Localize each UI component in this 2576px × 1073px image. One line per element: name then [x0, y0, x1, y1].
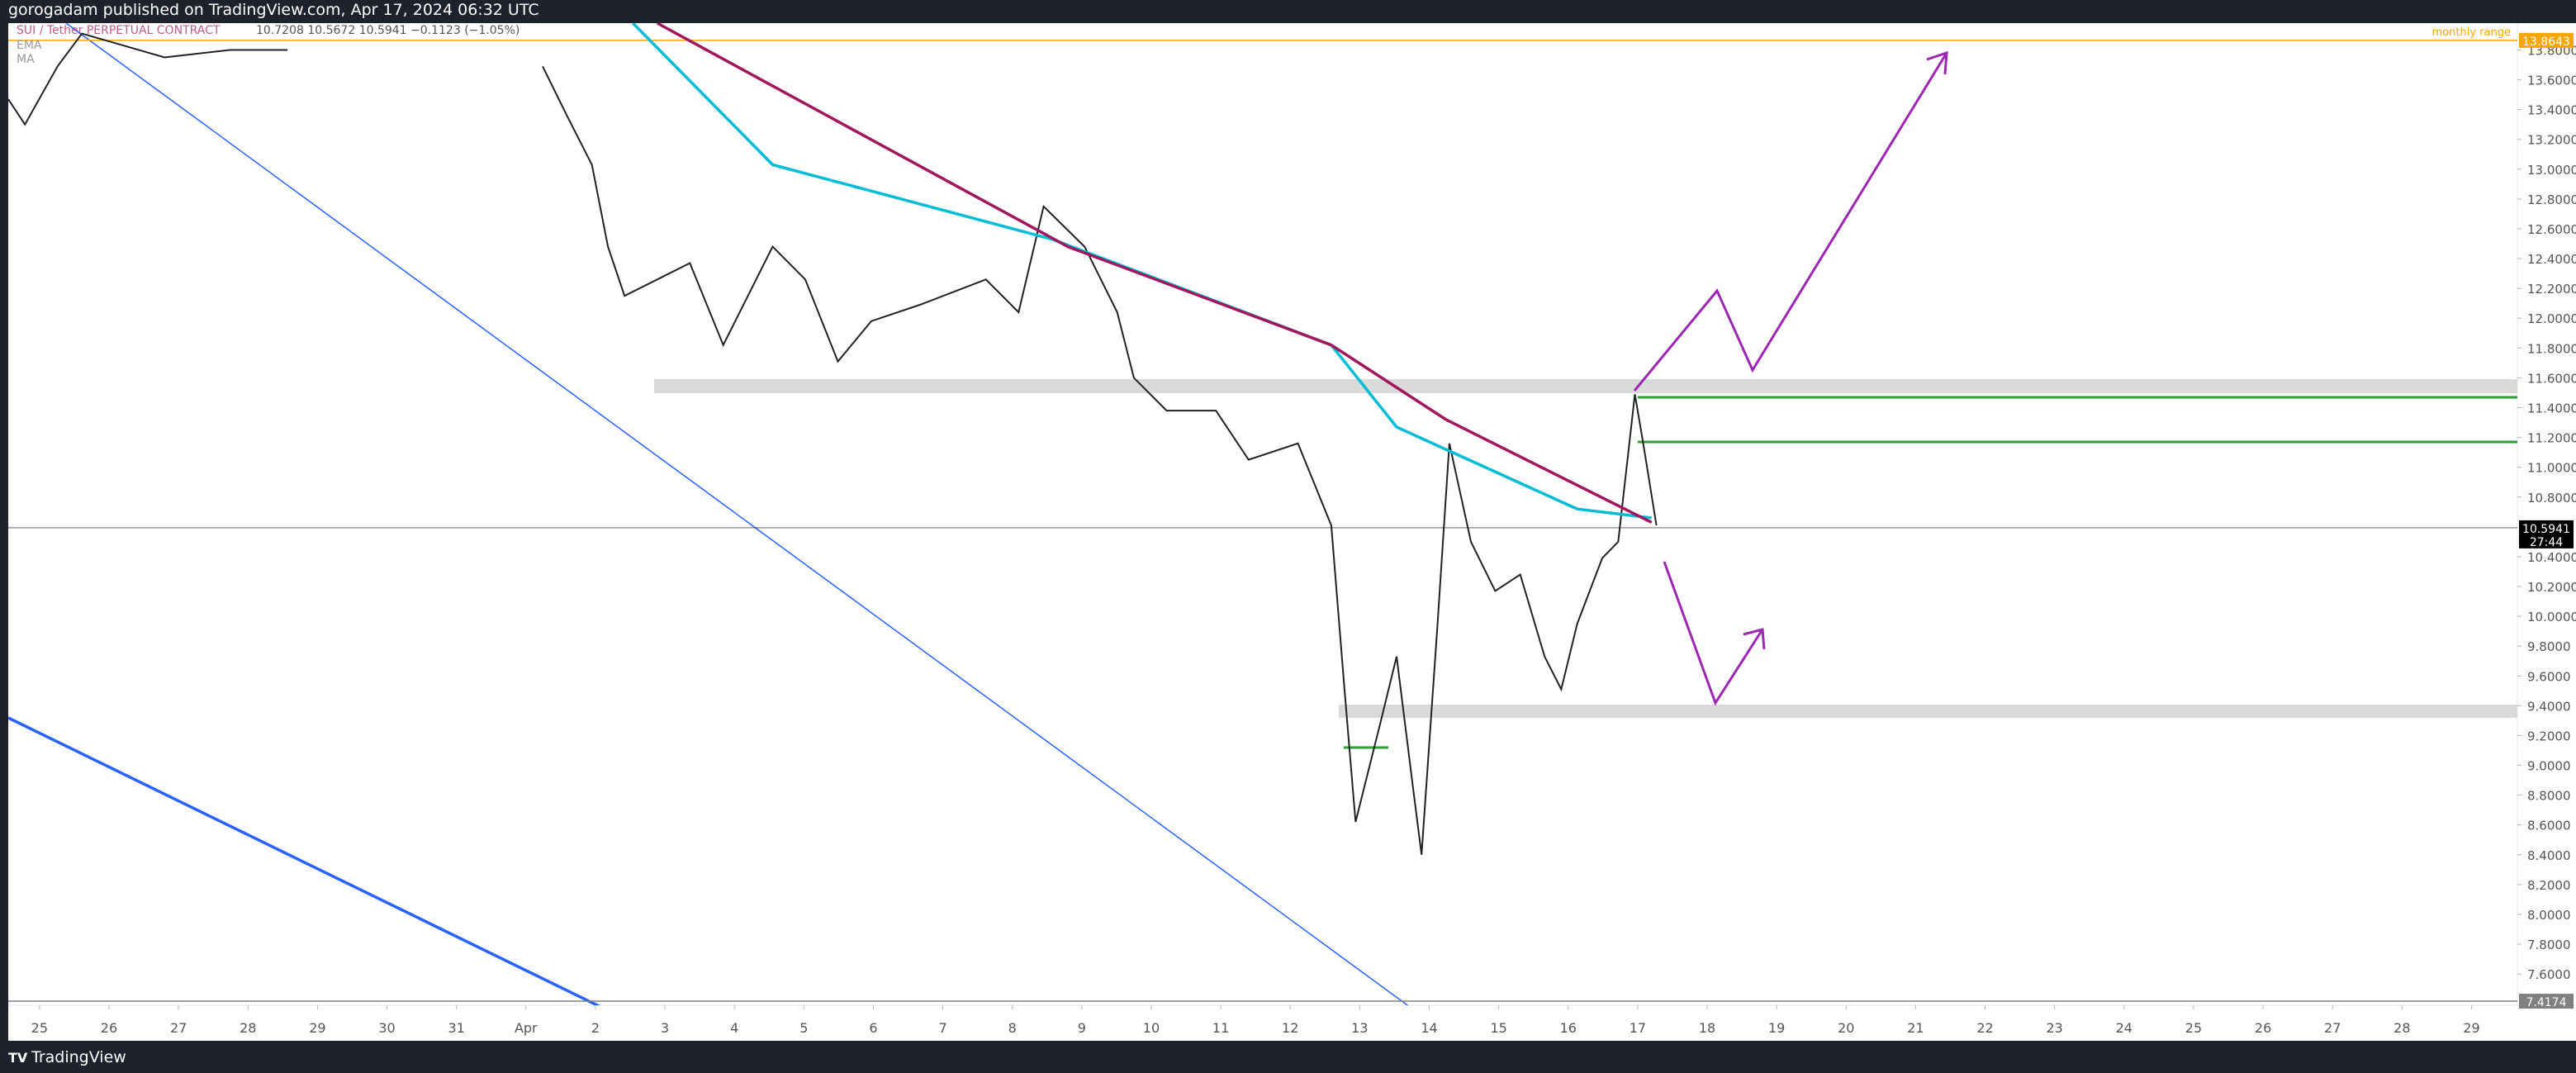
- y-tick-label: 10.2000: [2527, 580, 2576, 595]
- y-tick-label: 9.2000: [2527, 729, 2571, 743]
- countdown-label: 27:44: [2530, 536, 2563, 549]
- zone: [654, 379, 2517, 393]
- y-tick-label: 7.8000: [2527, 938, 2571, 952]
- y-tick-label: 11.8000: [2527, 341, 2576, 356]
- price-label: 13.8643: [2522, 36, 2570, 49]
- y-tick-label: 9.8000: [2527, 639, 2571, 654]
- zone: [1339, 705, 2517, 718]
- y-tick-label: 9.6000: [2527, 669, 2571, 684]
- x-tick-label: 6: [869, 1020, 877, 1036]
- x-tick-label: 25: [31, 1020, 48, 1036]
- symbol-label: SUI / Tether PERPETUAL CONTRACT: [17, 24, 221, 37]
- x-tick-label: 31: [448, 1020, 464, 1036]
- x-tick-label: 27: [2324, 1020, 2341, 1036]
- x-tick-label: 11: [1212, 1020, 1229, 1036]
- brand-logo: TV: [8, 1050, 28, 1066]
- y-tick-label: 13.2000: [2527, 133, 2576, 148]
- price-label-box: [2519, 32, 2574, 48]
- level-note: monthly range: [2432, 26, 2511, 39]
- x-tick-label: 20: [1838, 1020, 1854, 1036]
- x-tick-label: 16: [1560, 1020, 1577, 1036]
- x-tick-label: 17: [1630, 1020, 1646, 1036]
- y-tick-label: 13.6000: [2527, 74, 2576, 88]
- x-tick-label: 29: [2463, 1020, 2479, 1036]
- price-label-box: [2519, 520, 2574, 548]
- footer-bar: [0, 1041, 2576, 1073]
- y-tick-label: 10.8000: [2527, 491, 2576, 506]
- x-tick-label: 22: [1976, 1020, 1993, 1036]
- x-tick-label: 9: [1078, 1020, 1086, 1036]
- y-tick-label: 11.2000: [2527, 431, 2576, 446]
- price-label-box: [2519, 994, 2574, 1009]
- x-tick-label: 15: [1490, 1020, 1506, 1036]
- y-tick-label: 12.0000: [2527, 311, 2576, 326]
- y-tick-label: 11.0000: [2527, 461, 2576, 476]
- y-tick-label: 12.8000: [2527, 192, 2576, 207]
- arrow-head: [1926, 50, 1948, 75]
- ohlc-label: 10.7208 10.5672 10.5941 −0.1123 (−1.05%): [256, 24, 519, 37]
- x-tick-label: 30: [378, 1020, 395, 1036]
- x-tick-label: 28: [240, 1020, 256, 1036]
- x-tick-label: 10: [1143, 1020, 1160, 1036]
- y-tick-label: 12.4000: [2527, 252, 2576, 267]
- price-label: 10.5941: [2522, 523, 2570, 536]
- x-tick-label: 18: [1699, 1020, 1715, 1036]
- series-line: [8, 32, 288, 126]
- x-tick-label: 26: [2255, 1020, 2271, 1036]
- y-tick-label: 13.4000: [2527, 103, 2576, 118]
- x-tick-label: 12: [1282, 1020, 1298, 1036]
- x-tick-label: 26: [101, 1020, 117, 1036]
- arrow-head: [1743, 628, 1766, 650]
- y-tick-label: 8.8000: [2527, 789, 2571, 804]
- chart-background: [8, 23, 2576, 1041]
- y-tick-label: 8.2000: [2527, 878, 2571, 893]
- y-tick-label: 10.0000: [2527, 610, 2576, 624]
- y-tick-label: 8.6000: [2527, 819, 2571, 833]
- y-tick-label: 12.6000: [2527, 222, 2576, 237]
- y-tick-label: 9.0000: [2527, 759, 2571, 774]
- x-tick-label: 7: [938, 1020, 946, 1036]
- indicator-label: MA: [17, 53, 35, 66]
- projection-arrow: [1663, 561, 1764, 706]
- series-line: [656, 23, 1653, 524]
- x-tick-label: 24: [2116, 1020, 2132, 1036]
- y-tick-label: 7.6000: [2527, 967, 2571, 982]
- x-tick-label: Apr: [515, 1020, 538, 1036]
- y-tick-label: 8.0000: [2527, 908, 2571, 923]
- x-tick-label: 19: [1768, 1020, 1785, 1036]
- y-tick-label: 11.4000: [2527, 401, 2576, 415]
- x-tick-label: 13: [1351, 1020, 1368, 1036]
- drawings: [8, 23, 2517, 1005]
- projection-arrow: [1633, 52, 1948, 392]
- y-tick-label: 9.4000: [2527, 699, 2571, 714]
- footer-brand: TradingView: [31, 1048, 126, 1066]
- x-tick-label: 27: [170, 1020, 187, 1036]
- indicator-label: EMA: [17, 39, 42, 52]
- trend-line: [65, 23, 1409, 1005]
- y-tick-label: 13.0000: [2527, 163, 2576, 178]
- x-tick-label: 8: [1008, 1020, 1017, 1036]
- x-tick-label: 3: [661, 1020, 669, 1036]
- x-tick-label: 23: [2047, 1020, 2063, 1036]
- publisher-line: gorogadam published on TradingView.com, …: [8, 1, 539, 19]
- y-tick-label: 12.2000: [2527, 282, 2576, 297]
- y-tick-label: 10.4000: [2527, 550, 2576, 565]
- y-tick-label: 8.4000: [2527, 848, 2571, 863]
- x-tick-label: 28: [2393, 1020, 2410, 1036]
- x-tick-label: 21: [1907, 1020, 1924, 1036]
- x-tick-label: 5: [799, 1020, 808, 1036]
- x-tick-label: 4: [730, 1020, 738, 1036]
- x-tick-label: 29: [309, 1020, 325, 1036]
- series-line: [542, 65, 1658, 855]
- x-tick-label: 14: [1421, 1020, 1437, 1036]
- trend-line: [8, 716, 601, 1005]
- x-tick-label: 2: [591, 1020, 600, 1036]
- price-label: 7.4174: [2526, 996, 2567, 1009]
- y-tick-label: 11.6000: [2527, 371, 2576, 386]
- x-tick-label: 25: [2185, 1020, 2202, 1036]
